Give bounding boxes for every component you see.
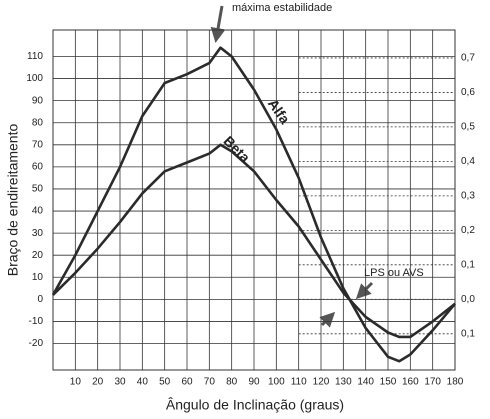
x-tick-label: 40 [137, 377, 149, 388]
y-tick-label: 20 [32, 250, 44, 261]
x-tick-label: 30 [114, 377, 126, 388]
y-tick-label: 40 [32, 206, 44, 217]
y2-tick-label: 0,1 [461, 328, 475, 339]
y-tick-label: 90 [32, 95, 44, 106]
annotation: máxima estabilidade [232, 2, 332, 14]
y-tick-label: 110 [27, 51, 43, 62]
y2-tick-label: 0,1 [461, 259, 475, 270]
x-tick-label: 10 [70, 377, 82, 388]
y-axis-label: Braço de endireitamento [5, 124, 21, 277]
arrow [319, 311, 336, 328]
y-tick-label: -10 [29, 316, 44, 327]
y-tick-label: 0 [37, 294, 43, 305]
x-tick-label: 100 [268, 377, 285, 388]
x-tick-label: 170 [424, 377, 441, 388]
x-tick-label: 160 [402, 377, 419, 388]
y-tick-label: 80 [32, 117, 44, 128]
x-tick-label: 70 [204, 377, 216, 388]
x-tick-label: 130 [335, 377, 352, 388]
y-tick-label: 70 [32, 139, 44, 150]
x-tick-label: 60 [181, 377, 193, 388]
y2-tick-label: 0,5 [461, 122, 475, 133]
y2-tick-label: 0,7 [461, 53, 475, 64]
y2-tick-label: 0,3 [461, 191, 475, 202]
y2-tick-label: 0,0 [461, 294, 475, 305]
y-tick-label: 100 [26, 73, 43, 84]
x-tick-label: 90 [248, 377, 260, 388]
series-line [52, 143, 456, 339]
y-tick-label: 60 [32, 162, 44, 173]
series-line [51, 46, 456, 363]
x-tick-label: 20 [92, 377, 104, 388]
y2-tick-label: 0,4 [461, 156, 475, 167]
y-tick-label: 30 [32, 228, 44, 239]
y-tick-label: 50 [32, 184, 44, 195]
x-axis-label: Ângulo de Inclinação (graus) [166, 397, 344, 413]
x-tick-label: 120 [313, 377, 330, 388]
y-tick-label: 10 [32, 272, 44, 283]
x-tick-label: 180 [447, 377, 464, 388]
y-tick-label: -20 [29, 338, 44, 349]
x-tick-label: 140 [357, 377, 374, 388]
annotation: LPS ou AVS [364, 267, 424, 279]
x-tick-label: 110 [291, 377, 307, 388]
x-tick-label: 150 [380, 377, 397, 388]
y2-tick-label: 0,6 [461, 87, 475, 98]
arrow [210, 5, 226, 43]
y2-tick-label: 0,2 [461, 225, 475, 236]
arrow [355, 281, 374, 300]
x-tick-label: 80 [226, 377, 238, 388]
x-tick-label: 50 [159, 377, 171, 388]
